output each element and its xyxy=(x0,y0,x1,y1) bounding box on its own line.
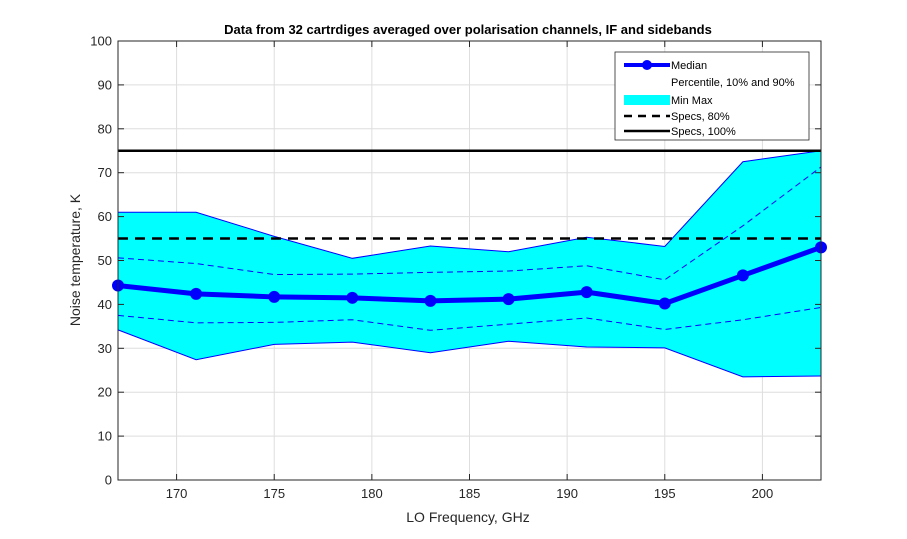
x-tick-label: 200 xyxy=(752,486,774,501)
y-tick-label: 0 xyxy=(105,473,112,488)
median-marker xyxy=(190,287,203,300)
median-marker xyxy=(580,286,593,299)
y-tick-label: 100 xyxy=(90,34,112,49)
y-tick-label: 50 xyxy=(98,253,112,268)
y-tick-label: 30 xyxy=(98,341,112,356)
median-marker xyxy=(346,291,359,304)
legend: Median Percentile, 10% and 90% Min Max S… xyxy=(614,51,810,141)
legend-spec100-label: Specs, 100% xyxy=(671,126,736,138)
x-tick-label: 180 xyxy=(361,486,383,501)
median-marker xyxy=(424,294,437,307)
legend-minmax-label: Min Max xyxy=(671,95,713,107)
y-tick-label: 90 xyxy=(98,77,112,92)
x-axis-ticks: 170 175 180 185 190 195 200 xyxy=(166,41,774,501)
legend-minmax-swatch xyxy=(624,95,670,105)
x-tick-label: 185 xyxy=(459,486,481,501)
legend-percentile-label: Percentile, 10% and 90% xyxy=(671,77,795,89)
y-tick-label: 40 xyxy=(98,297,112,312)
y-tick-label: 10 xyxy=(98,429,112,444)
median-marker xyxy=(268,290,281,303)
x-tick-label: 190 xyxy=(556,486,578,501)
y-tick-label: 70 xyxy=(98,165,112,180)
min-max-fill xyxy=(118,150,821,377)
y-tick-label: 20 xyxy=(98,385,112,400)
legend-spec80-label: Specs, 80% xyxy=(671,111,730,123)
median-marker xyxy=(658,297,671,310)
legend-median-label: Median xyxy=(671,60,707,72)
x-tick-label: 170 xyxy=(166,486,188,501)
legend-median-marker xyxy=(642,60,652,70)
x-tick-label: 195 xyxy=(654,486,676,501)
y-axis-ticks: 0 10 20 30 40 50 60 70 80 90 100 xyxy=(90,34,821,488)
x-tick-label: 175 xyxy=(263,486,285,501)
median-line xyxy=(117,244,822,307)
median-marker xyxy=(736,269,749,282)
percentile-90-line xyxy=(117,166,822,281)
series-lines xyxy=(117,149,822,331)
max-line xyxy=(118,150,822,259)
y-tick-label: 80 xyxy=(98,121,112,136)
y-axis-label: Noise temperature, K xyxy=(67,193,83,326)
min-max-band xyxy=(117,150,822,378)
x-axis-label: LO Frequency, GHz xyxy=(406,509,529,525)
y-tick-label: 60 xyxy=(98,209,112,224)
min-line xyxy=(117,329,822,378)
chart-title: Data from 32 cartrdiges averaged over po… xyxy=(224,22,712,37)
percentile-10-line xyxy=(117,306,822,331)
median-marker xyxy=(502,293,515,306)
median-markers xyxy=(112,241,827,310)
